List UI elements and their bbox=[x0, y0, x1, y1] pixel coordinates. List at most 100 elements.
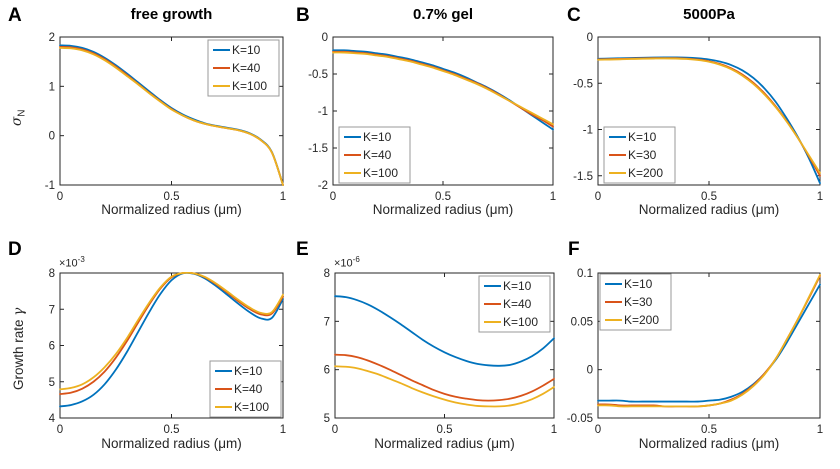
exponent-power: -6 bbox=[352, 255, 360, 264]
y-tick-label: 7 bbox=[324, 316, 330, 328]
sigma-subscript: N bbox=[16, 109, 28, 117]
y-tick-label: -1.5 bbox=[573, 171, 593, 183]
exponent-base: ×10 bbox=[59, 257, 78, 270]
series-line-K=200 bbox=[597, 57, 821, 174]
series-group bbox=[597, 274, 821, 408]
y-tick-label: -0.5 bbox=[573, 78, 593, 90]
panel-letter-f: F bbox=[568, 239, 580, 260]
exponent-power: -3 bbox=[77, 255, 85, 264]
y-tick-label: 5 bbox=[324, 413, 330, 425]
x-tick-label: 1 bbox=[550, 191, 556, 203]
legend-label-K=40: K=40 bbox=[232, 61, 261, 75]
x-tick-label: 0.5 bbox=[435, 191, 451, 203]
legend-label-K=40: K=40 bbox=[503, 297, 532, 311]
legend-label-K=200: K=200 bbox=[628, 166, 663, 180]
y-tick-label: 0 bbox=[49, 131, 55, 143]
legend-label-K=100: K=100 bbox=[232, 79, 267, 93]
series-line-K=10 bbox=[597, 283, 821, 403]
panel-letter-d: D bbox=[8, 239, 22, 260]
legend-label-K=40: K=40 bbox=[234, 382, 263, 396]
legend-label-K=100: K=100 bbox=[363, 166, 398, 180]
x-tick-label: 0 bbox=[595, 424, 601, 436]
x-tick-label: 0 bbox=[57, 424, 63, 436]
y-tick-label: -0.5 bbox=[308, 69, 328, 81]
y-axis-exponent-e: ×10-6 bbox=[334, 256, 360, 270]
series-group bbox=[597, 56, 821, 185]
panel-b: 0 0.5 1 -2 -1.5 -1 -0.5 0 K=10 K=40 K=100 bbox=[308, 32, 556, 203]
y-tick-label: 8 bbox=[324, 268, 330, 280]
x-axis-label-e: Normalized radius (μm) bbox=[374, 436, 515, 451]
x-tick-label: 0 bbox=[595, 191, 601, 203]
panel-title-free-growth: free growth bbox=[130, 6, 213, 23]
x-tick-label: 0 bbox=[332, 424, 338, 436]
y-tick-label: 4 bbox=[49, 413, 56, 425]
x-axis-label-a: Normalized radius (μm) bbox=[101, 202, 242, 217]
legend-label-K=30: K=30 bbox=[624, 295, 653, 309]
series-line-K=100 bbox=[59, 272, 284, 391]
legend-label-K=40: K=40 bbox=[363, 148, 392, 162]
legend-label-K=10: K=10 bbox=[503, 279, 532, 293]
panel-title-5000pa: 5000Pa bbox=[683, 6, 735, 23]
panel-letter-e: E bbox=[296, 239, 309, 260]
y-axis-label-sigma-n: σN bbox=[9, 109, 28, 126]
x-tick-label: 0 bbox=[57, 191, 63, 203]
series-group bbox=[334, 295, 555, 408]
x-tick-label: 1 bbox=[280, 424, 286, 436]
x-tick-label: 1 bbox=[817, 191, 823, 203]
x-tick-label: 1 bbox=[280, 191, 286, 203]
x-axis-label-d: Normalized radius (μm) bbox=[101, 436, 242, 451]
panel-e: 0 0.5 1 5 6 7 8 K=10 K=40 K=100 bbox=[324, 268, 558, 436]
series-line-K=200 bbox=[597, 274, 821, 408]
gamma-symbol: γ bbox=[11, 307, 27, 316]
y-tick-label: -0.05 bbox=[567, 413, 593, 425]
series-line-K=100 bbox=[334, 365, 555, 408]
y-axis-label-growth-rate: Growth rate γ bbox=[11, 307, 27, 390]
series-line-K=10 bbox=[332, 49, 554, 131]
series-line-K=100 bbox=[332, 51, 554, 126]
panel-title-gel: 0.7% gel bbox=[412, 6, 474, 23]
y-tick-label: 6 bbox=[49, 341, 55, 353]
sigma-symbol: σ bbox=[9, 116, 25, 126]
series-group bbox=[59, 44, 284, 186]
y-tick-label: 7 bbox=[49, 304, 55, 316]
y-tick-label: 5 bbox=[49, 377, 55, 389]
y-tick-label: -2 bbox=[318, 180, 328, 192]
x-tick-label: 1 bbox=[551, 424, 557, 436]
x-tick-label: 0.5 bbox=[164, 191, 180, 203]
exponent-base: ×10 bbox=[334, 257, 353, 270]
panel-letter-a: A bbox=[8, 5, 22, 26]
legend-label-K=10: K=10 bbox=[628, 130, 657, 144]
y-tick-label: -1.5 bbox=[308, 143, 328, 155]
x-tick-label: 0.5 bbox=[701, 191, 717, 203]
series-line-K=10 bbox=[59, 272, 284, 408]
legend-label-K=100: K=100 bbox=[503, 315, 538, 329]
y-tick-label: 2 bbox=[49, 32, 55, 44]
x-axis-label-f: Normalized radius (μm) bbox=[638, 436, 780, 451]
y-tick-label: 0.05 bbox=[571, 316, 593, 328]
x-tick-label: 0.5 bbox=[164, 424, 180, 436]
panel-d: 0 0.5 1 4 5 6 7 8 K=10 K=40 K=100 bbox=[49, 268, 287, 436]
legend-label-K=100: K=100 bbox=[234, 400, 269, 414]
y-tick-label: -1 bbox=[318, 106, 328, 118]
y-tick-label: 0 bbox=[587, 32, 593, 44]
legend-label-K=10: K=10 bbox=[363, 130, 392, 144]
series-line-K=10 bbox=[334, 295, 555, 367]
legend-label-K=10: K=10 bbox=[234, 364, 263, 378]
panel-letter-c: C bbox=[567, 5, 581, 26]
y-tick-label: 6 bbox=[324, 365, 330, 377]
x-tick-label: 0 bbox=[330, 191, 336, 203]
y-tick-label: 0 bbox=[587, 365, 593, 377]
x-tick-label: 1 bbox=[817, 424, 823, 436]
y-tick-label: -1 bbox=[45, 180, 55, 192]
x-axis-label-c: Normalized radius (μm) bbox=[638, 202, 780, 217]
x-tick-label: 0.5 bbox=[701, 424, 717, 436]
y-axis-exponent-d: ×10-3 bbox=[59, 256, 85, 270]
legend-label-K=10: K=10 bbox=[232, 43, 261, 57]
y-tick-label: 1 bbox=[49, 81, 55, 93]
x-tick-label: 0.5 bbox=[437, 424, 453, 436]
y-tick-label: 0.1 bbox=[577, 268, 593, 280]
